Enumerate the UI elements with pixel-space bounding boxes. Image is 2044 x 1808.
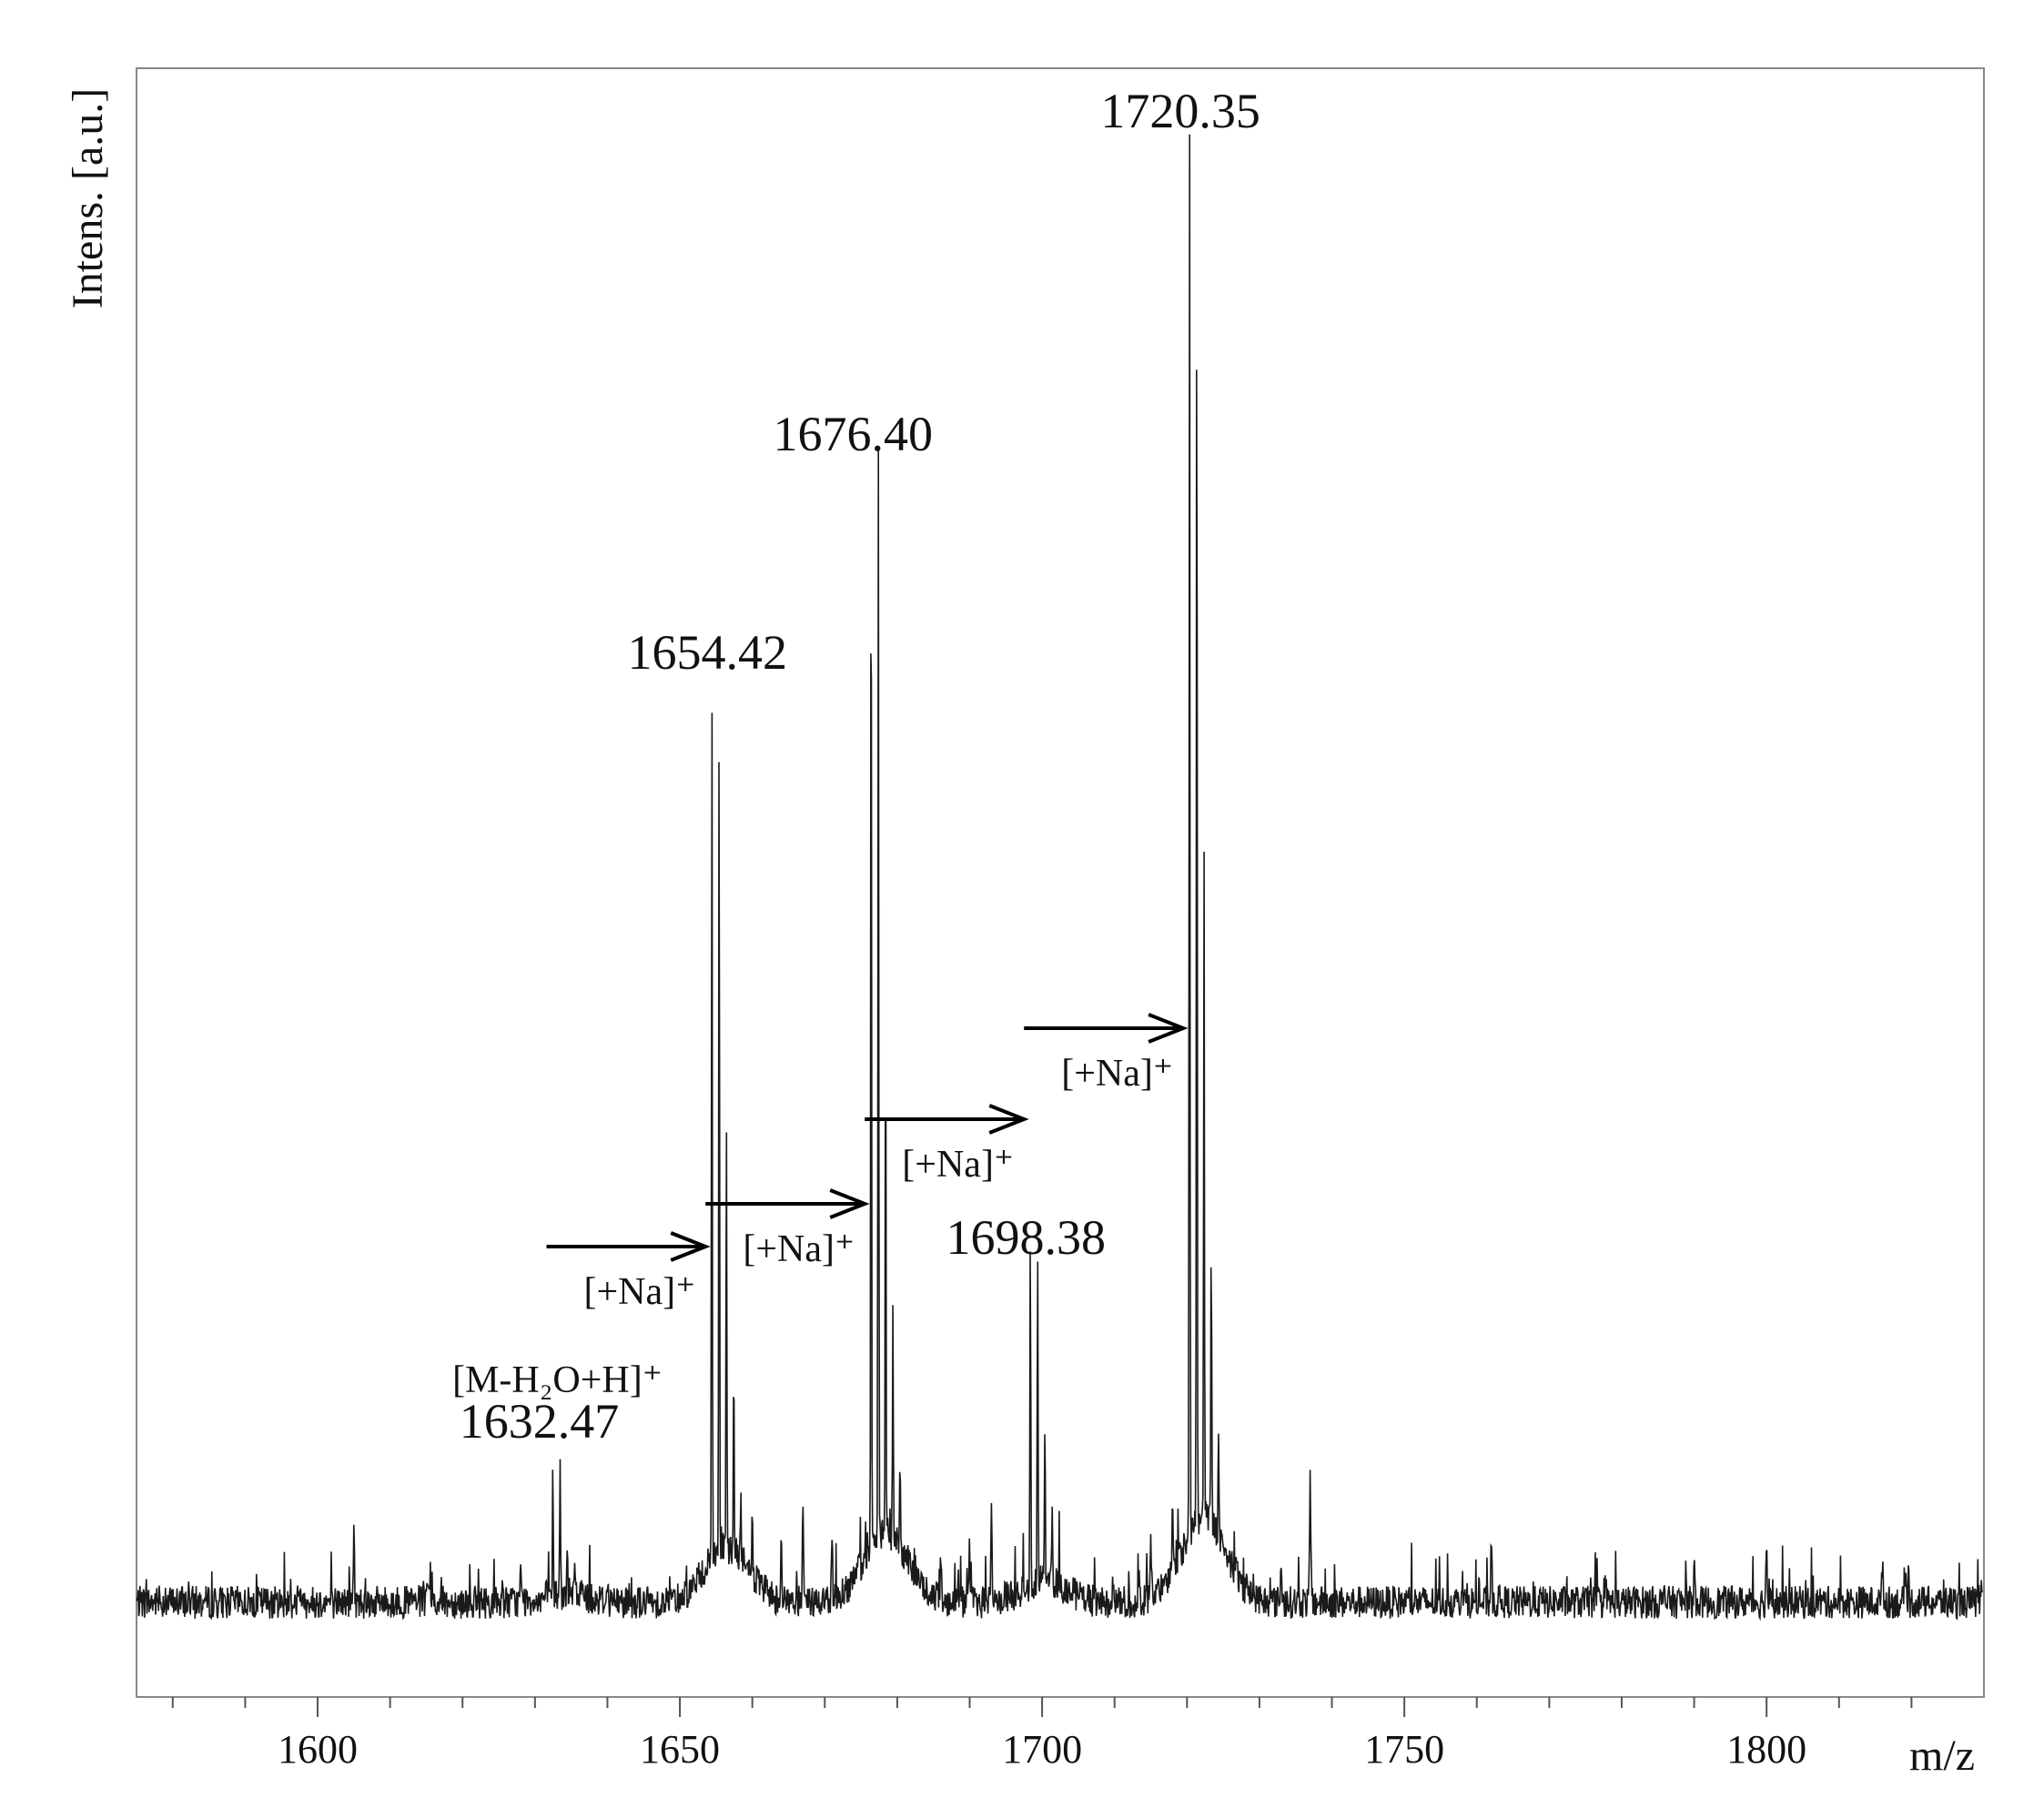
peak-label: 1654.42 — [627, 625, 787, 680]
peak-label: 1698.38 — [946, 1210, 1106, 1265]
spectrum-trace — [136, 134, 1984, 1621]
spectrum-line — [136, 134, 1984, 1621]
x-tick-label: 1650 — [640, 1727, 720, 1772]
plot-frame — [136, 67, 1985, 1698]
chart-labels: 1600 1650 1700 1750 1800 1632.47 1654.42 1676.4… — [278, 84, 1806, 1772]
na-adduct-label: [+Na]⁺ — [583, 1271, 695, 1313]
peak-label: 1676.40 — [773, 407, 933, 461]
x-axis-ticks — [171, 1697, 1913, 1717]
na-arrow-head — [829, 1188, 870, 1219]
na-arrow-head — [670, 1231, 711, 1262]
x-axis-title: m/z — [1909, 1732, 1975, 1780]
sodium-adduct-arrows — [546, 1013, 1189, 1262]
na-arrow-head — [988, 1104, 1029, 1135]
peak-label: 1632.47 — [460, 1394, 620, 1449]
y-axis-title: Intens. [a.u.] — [64, 88, 112, 309]
x-tick-label: 1800 — [1726, 1727, 1806, 1772]
x-tick-label: 1750 — [1364, 1727, 1444, 1772]
x-tick-label: 1600 — [278, 1727, 358, 1772]
x-tick-label: 1700 — [1002, 1727, 1082, 1772]
na-adduct-label: [+Na]⁺ — [743, 1228, 855, 1270]
na-adduct-label: [+Na]⁺ — [1061, 1053, 1173, 1095]
peak-label: 1720.35 — [1100, 84, 1260, 138]
na-arrow-head — [1148, 1013, 1189, 1044]
precursor-annotation: [M-H₂O+H]⁺ — [452, 1359, 663, 1401]
na-adduct-label: [+Na]⁺ — [902, 1144, 1014, 1186]
